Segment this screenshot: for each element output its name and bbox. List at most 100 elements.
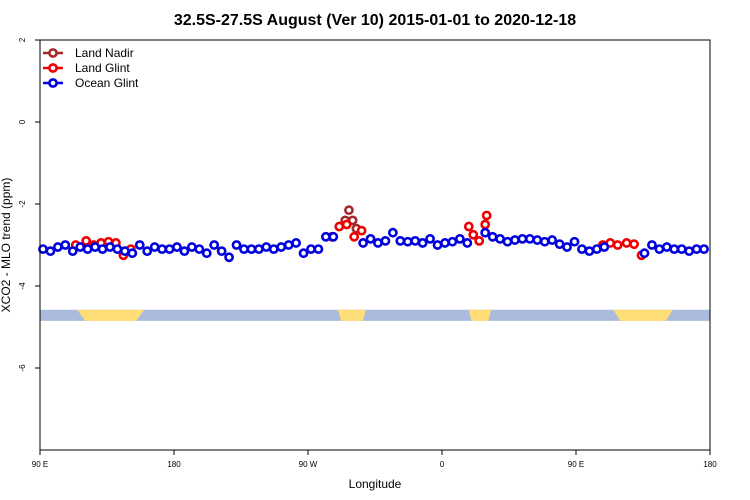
point-2-20	[186, 242, 197, 252]
series-ocean-glint	[38, 227, 709, 263]
point-1-1	[81, 235, 92, 246]
point-2-54	[462, 238, 473, 248]
point-1-17	[481, 210, 492, 221]
point-2-60	[517, 233, 528, 244]
y-axis-label: XCO2 - MLO trend (ppm)	[0, 178, 13, 313]
point-1-21	[621, 238, 632, 248]
point-2-64	[547, 235, 558, 245]
point-2-7	[90, 242, 100, 252]
point-2-15	[149, 242, 160, 252]
legend-marker-0	[48, 48, 58, 58]
point-2-40	[358, 238, 368, 248]
point-2-69	[584, 246, 595, 257]
point-2-37	[313, 244, 324, 254]
point-2-80	[699, 244, 709, 254]
point-2-76	[669, 244, 680, 254]
point-2-2	[52, 242, 63, 252]
point-2-78	[684, 246, 695, 257]
point-2-31	[268, 244, 279, 254]
point-2-49	[425, 233, 435, 244]
point-2-48	[417, 238, 428, 248]
x-tick-label-5: 180	[703, 460, 717, 469]
point-2-30	[261, 242, 272, 252]
ocean-strip	[40, 309, 710, 321]
point-2-8	[97, 244, 108, 254]
point-2-56	[487, 231, 498, 242]
point-1-15	[474, 235, 485, 246]
point-2-28	[246, 244, 257, 254]
point-2-52	[447, 236, 458, 247]
point-1-11	[349, 231, 360, 242]
point-2-11	[119, 246, 130, 257]
x-axis-ticks: 90 E 180 90 W 0 90 E 180	[32, 450, 717, 469]
point-2-46	[402, 236, 413, 247]
y-axis-ticks: 2 0 -2 -4 -6	[18, 37, 40, 372]
point-2-74	[654, 244, 665, 254]
point-1-10	[341, 219, 352, 230]
point-2-71	[599, 242, 610, 252]
point-2-77	[676, 244, 687, 254]
land-ocean-strip	[40, 309, 710, 321]
point-2-51	[440, 238, 450, 248]
x-axis-label: Longitude	[349, 477, 402, 491]
point-2-9	[105, 242, 115, 252]
point-2-26	[231, 240, 242, 250]
point-2-32	[276, 242, 287, 252]
point-2-42	[373, 238, 383, 248]
land-region-3	[613, 309, 673, 321]
x-tick-label-3: 0	[440, 460, 445, 469]
point-2-57	[495, 233, 505, 244]
point-2-19	[179, 246, 190, 257]
point-0-1	[344, 205, 354, 216]
point-2-75	[661, 242, 672, 252]
data-series	[38, 205, 709, 263]
plot-frame	[39, 39, 711, 451]
point-2-38	[320, 231, 331, 242]
point-2-79	[691, 244, 702, 254]
point-2-62	[532, 235, 543, 245]
legend-marker-1	[48, 63, 58, 73]
point-2-63	[539, 236, 550, 247]
point-2-59	[510, 235, 520, 245]
point-1-9	[334, 221, 345, 232]
x-tick-label-1: 180	[167, 460, 181, 469]
point-2-6	[82, 244, 93, 254]
point-2-16	[157, 244, 167, 254]
y-tick-label-3: -4	[18, 282, 27, 290]
point-2-58	[502, 236, 513, 247]
point-2-25	[224, 252, 234, 263]
point-1-22	[629, 239, 639, 250]
point-2-12	[127, 248, 138, 259]
legend-marker-2	[48, 78, 58, 88]
x-tick-label-0: 90 E	[32, 460, 48, 469]
point-2-53	[454, 233, 465, 244]
chart-title: 32.5S-27.5S August (Ver 10) 2015-01-01 t…	[174, 12, 576, 29]
point-2-72	[639, 248, 650, 259]
y-tick-label-1: 0	[18, 119, 27, 124]
point-2-68	[577, 244, 587, 254]
point-2-23	[209, 240, 220, 250]
point-2-61	[524, 233, 535, 244]
y-tick-label-4: -6	[18, 364, 27, 372]
point-2-17	[164, 244, 175, 254]
point-2-39	[328, 231, 339, 242]
point-2-3	[60, 240, 71, 250]
point-2-66	[562, 242, 572, 252]
point-2-1	[45, 246, 56, 257]
point-2-13	[134, 240, 145, 250]
point-2-33	[283, 240, 294, 250]
point-2-70	[591, 244, 602, 254]
point-2-35	[298, 248, 309, 259]
point-2-10	[112, 244, 123, 254]
legend-label-2: Ocean Glint	[75, 76, 139, 90]
legend-label-1: Land Glint	[75, 61, 130, 75]
point-2-47	[410, 235, 421, 246]
point-2-22	[201, 248, 212, 259]
point-1-20	[612, 240, 623, 250]
point-2-73	[647, 240, 657, 250]
point-1-14	[468, 229, 479, 240]
x-tick-label-4: 90 E	[568, 460, 584, 469]
point-2-41	[365, 233, 376, 244]
